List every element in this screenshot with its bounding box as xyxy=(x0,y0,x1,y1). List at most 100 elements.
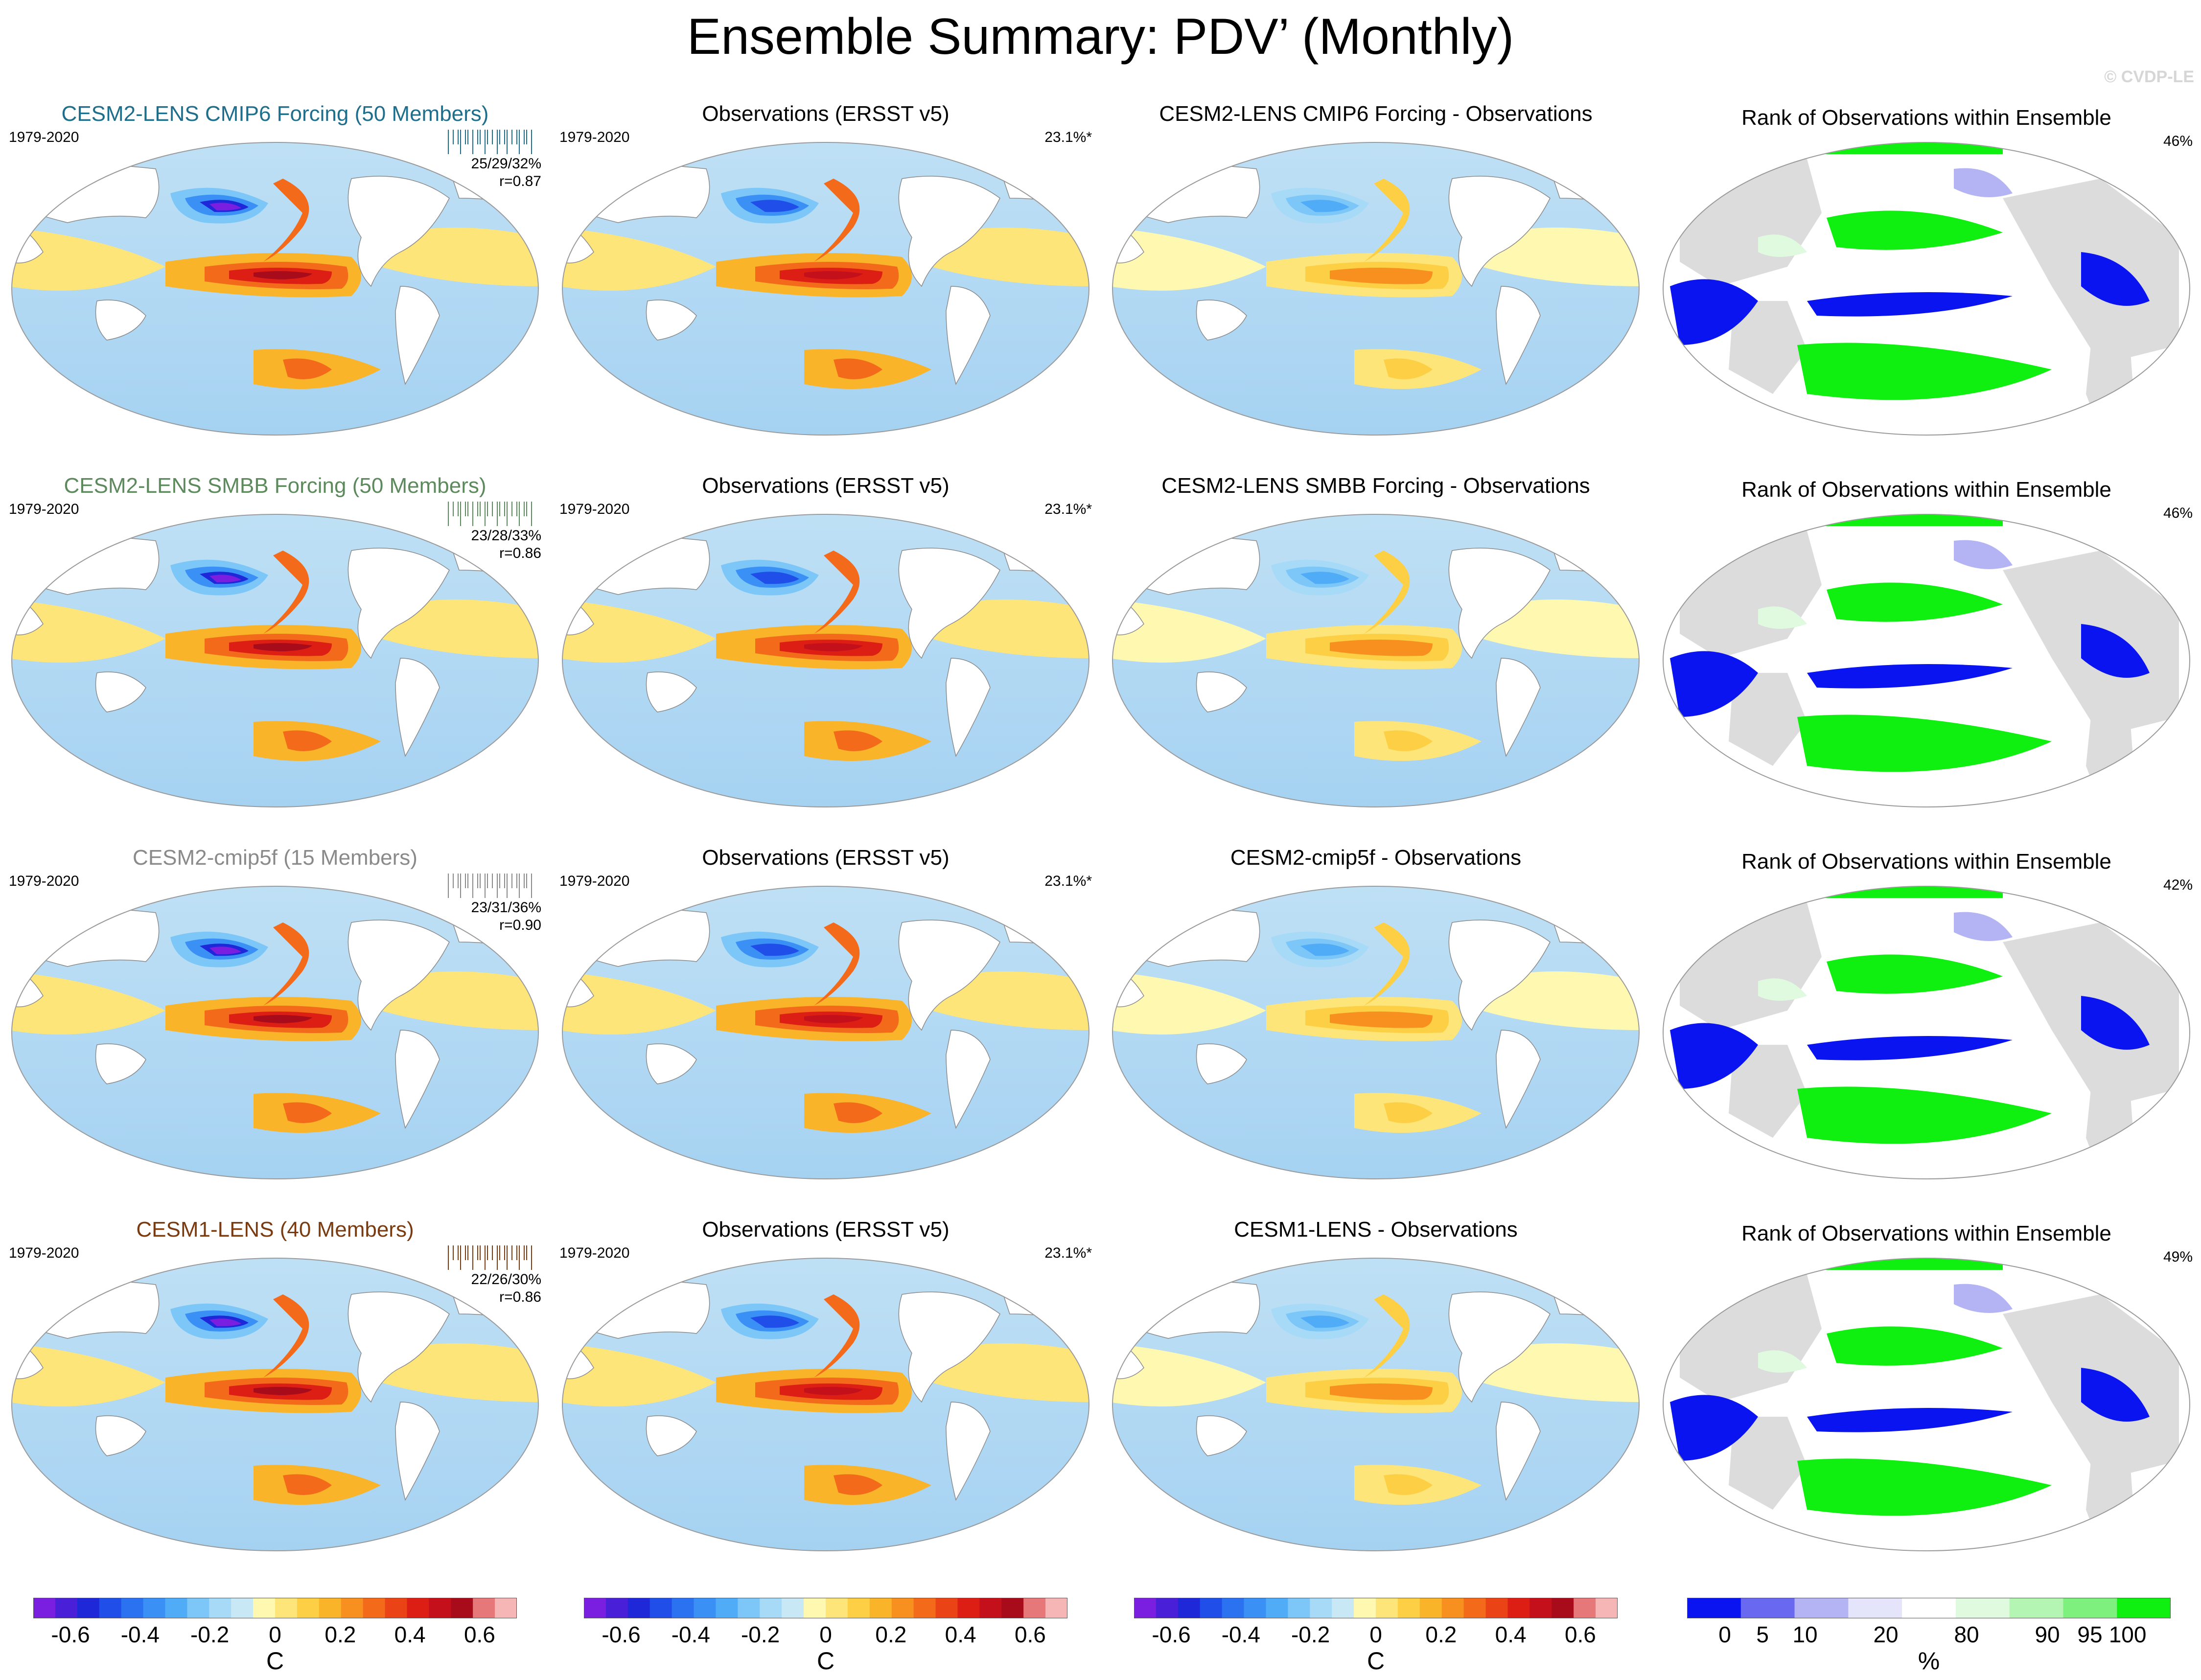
colorbar-label: 0 xyxy=(1369,1622,1382,1647)
colorbar-swatch xyxy=(1529,1598,1552,1618)
model-map xyxy=(11,1258,539,1551)
colorbar-swatch xyxy=(716,1598,738,1618)
colorbar-swatch xyxy=(99,1598,122,1618)
colorbar-swatch xyxy=(275,1598,298,1618)
model-stats-pct: 25/29/32% xyxy=(471,156,541,172)
model-period: 1979-2020 xyxy=(9,501,79,517)
member-spread-ticks xyxy=(448,1245,532,1270)
colorbar-swatch xyxy=(760,1598,782,1618)
colorbar-swatch xyxy=(1596,1598,1618,1618)
colorbar-swatch xyxy=(1045,1598,1067,1618)
colorbar-label: -0.4 xyxy=(1221,1622,1260,1647)
model-title: CESM1-LENS (40 Members) xyxy=(136,1218,414,1242)
obs-period: 1979-2020 xyxy=(559,129,630,145)
obs-variance-pct: 23.1%* xyxy=(1044,129,1092,145)
colorbar-label: 0 xyxy=(269,1622,281,1647)
model-period: 1979-2020 xyxy=(9,1245,79,1261)
colorbar-unit: C xyxy=(1367,1647,1385,1675)
colorbar-diff xyxy=(1134,1598,1618,1618)
colorbar-swatch xyxy=(407,1598,429,1618)
obs-map xyxy=(562,886,1089,1179)
colorbar-swatch xyxy=(738,1598,760,1618)
colorbar-swatch xyxy=(363,1598,386,1618)
model-map xyxy=(11,142,539,436)
colorbar-swatch xyxy=(1419,1598,1442,1618)
colorbar-swatch xyxy=(826,1598,848,1618)
colorbar-swatch xyxy=(55,1598,78,1618)
colorbar-swatch xyxy=(231,1598,254,1618)
diff-title: CESM1-LENS - Observations xyxy=(1234,1218,1518,1242)
colorbar-swatch xyxy=(2117,1598,2171,1618)
colorbar-label: -0.2 xyxy=(1291,1622,1330,1647)
obs-period: 1979-2020 xyxy=(559,873,630,889)
colorbar-swatch xyxy=(672,1598,695,1618)
colorbar-swatch xyxy=(451,1598,473,1618)
rank-title: Rank of Observations within Ensemble xyxy=(1741,478,2111,502)
model-period: 1979-2020 xyxy=(9,129,79,145)
colorbar-swatch xyxy=(1574,1598,1596,1618)
member-spread-ticks xyxy=(448,874,532,898)
colorbar-swatch xyxy=(694,1598,716,1618)
model-stats-r: r=0.86 xyxy=(499,545,541,561)
colorbar-swatch xyxy=(605,1598,628,1618)
colorbar-label: 95 xyxy=(2077,1622,2103,1647)
colorbar-swatch xyxy=(1310,1598,1332,1618)
colorbar-swatch xyxy=(1485,1598,1508,1618)
colorbar-label: 100 xyxy=(2108,1622,2147,1647)
colorbar-swatch xyxy=(1156,1598,1179,1618)
obs-variance-pct: 23.1%* xyxy=(1044,873,1092,889)
colorbar-label: -0.2 xyxy=(190,1622,230,1647)
colorbar-swatch xyxy=(143,1598,165,1618)
colorbar-label: -0.4 xyxy=(671,1622,710,1647)
rank-map xyxy=(1663,886,2190,1179)
obs-variance-pct: 23.1%* xyxy=(1044,1245,1092,1261)
colorbar-swatch xyxy=(77,1598,100,1618)
obs-map xyxy=(562,514,1089,807)
model-title: CESM2-LENS CMIP6 Forcing (50 Members) xyxy=(61,102,489,126)
model-stats-pct: 23/28/33% xyxy=(471,528,541,544)
colorbar-label: 0.6 xyxy=(1014,1622,1046,1647)
watermark: © CVDP-LE xyxy=(2104,68,2194,86)
colorbar-swatch xyxy=(891,1598,914,1618)
rank-pct: 46% xyxy=(2163,133,2193,149)
colorbar-label: 0 xyxy=(1718,1622,1731,1647)
colorbar-label: 0.4 xyxy=(1495,1622,1527,1647)
colorbar-unit: C xyxy=(816,1647,835,1675)
model-title: CESM2-cmip5f (15 Members) xyxy=(133,846,417,870)
colorbar-swatch xyxy=(429,1598,451,1618)
colorbar-swatch xyxy=(165,1598,187,1618)
colorbar-swatch xyxy=(979,1598,1002,1618)
colorbar-label: 0.6 xyxy=(1564,1622,1596,1647)
rank-map xyxy=(1663,142,2190,436)
obs-period: 1979-2020 xyxy=(559,1245,630,1261)
figure-title: Ensemble Summary: PDV’ (Monthly) xyxy=(687,8,1514,65)
colorbar-rank xyxy=(1687,1598,2171,1618)
colorbar-swatch xyxy=(627,1598,650,1618)
colorbar-model xyxy=(33,1598,517,1618)
colorbar-swatch xyxy=(1354,1598,1376,1618)
colorbar-swatch xyxy=(782,1598,804,1618)
diff-map xyxy=(1112,514,1640,807)
diff-map xyxy=(1112,142,1640,436)
obs-title: Observations (ERSST v5) xyxy=(702,102,950,126)
model-period: 1979-2020 xyxy=(9,873,79,889)
diff-title: CESM2-cmip5f - Observations xyxy=(1230,846,1522,870)
colorbar-label: 80 xyxy=(1954,1622,1979,1647)
colorbar-swatch xyxy=(1222,1598,1245,1618)
colorbar-label: 0.2 xyxy=(1425,1622,1457,1647)
colorbar-swatch xyxy=(1902,1598,1956,1618)
colorbar-swatch xyxy=(1955,1598,2010,1618)
colorbar-swatch xyxy=(1397,1598,1420,1618)
colorbar-swatch xyxy=(1288,1598,1310,1618)
rank-pct: 49% xyxy=(2163,1249,2193,1265)
obs-title: Observations (ERSST v5) xyxy=(702,846,950,870)
rank-title: Rank of Observations within Ensemble xyxy=(1741,850,2111,874)
colorbar-unit: C xyxy=(266,1647,284,1675)
colorbar-swatch xyxy=(297,1598,320,1618)
colorbar-obs xyxy=(584,1598,1067,1618)
model-stats-r: r=0.90 xyxy=(499,917,541,933)
colorbar-swatch xyxy=(804,1598,826,1618)
colorbar-swatch xyxy=(1740,1598,1795,1618)
colorbar-label: 0 xyxy=(819,1622,832,1647)
obs-title: Observations (ERSST v5) xyxy=(702,1218,950,1242)
